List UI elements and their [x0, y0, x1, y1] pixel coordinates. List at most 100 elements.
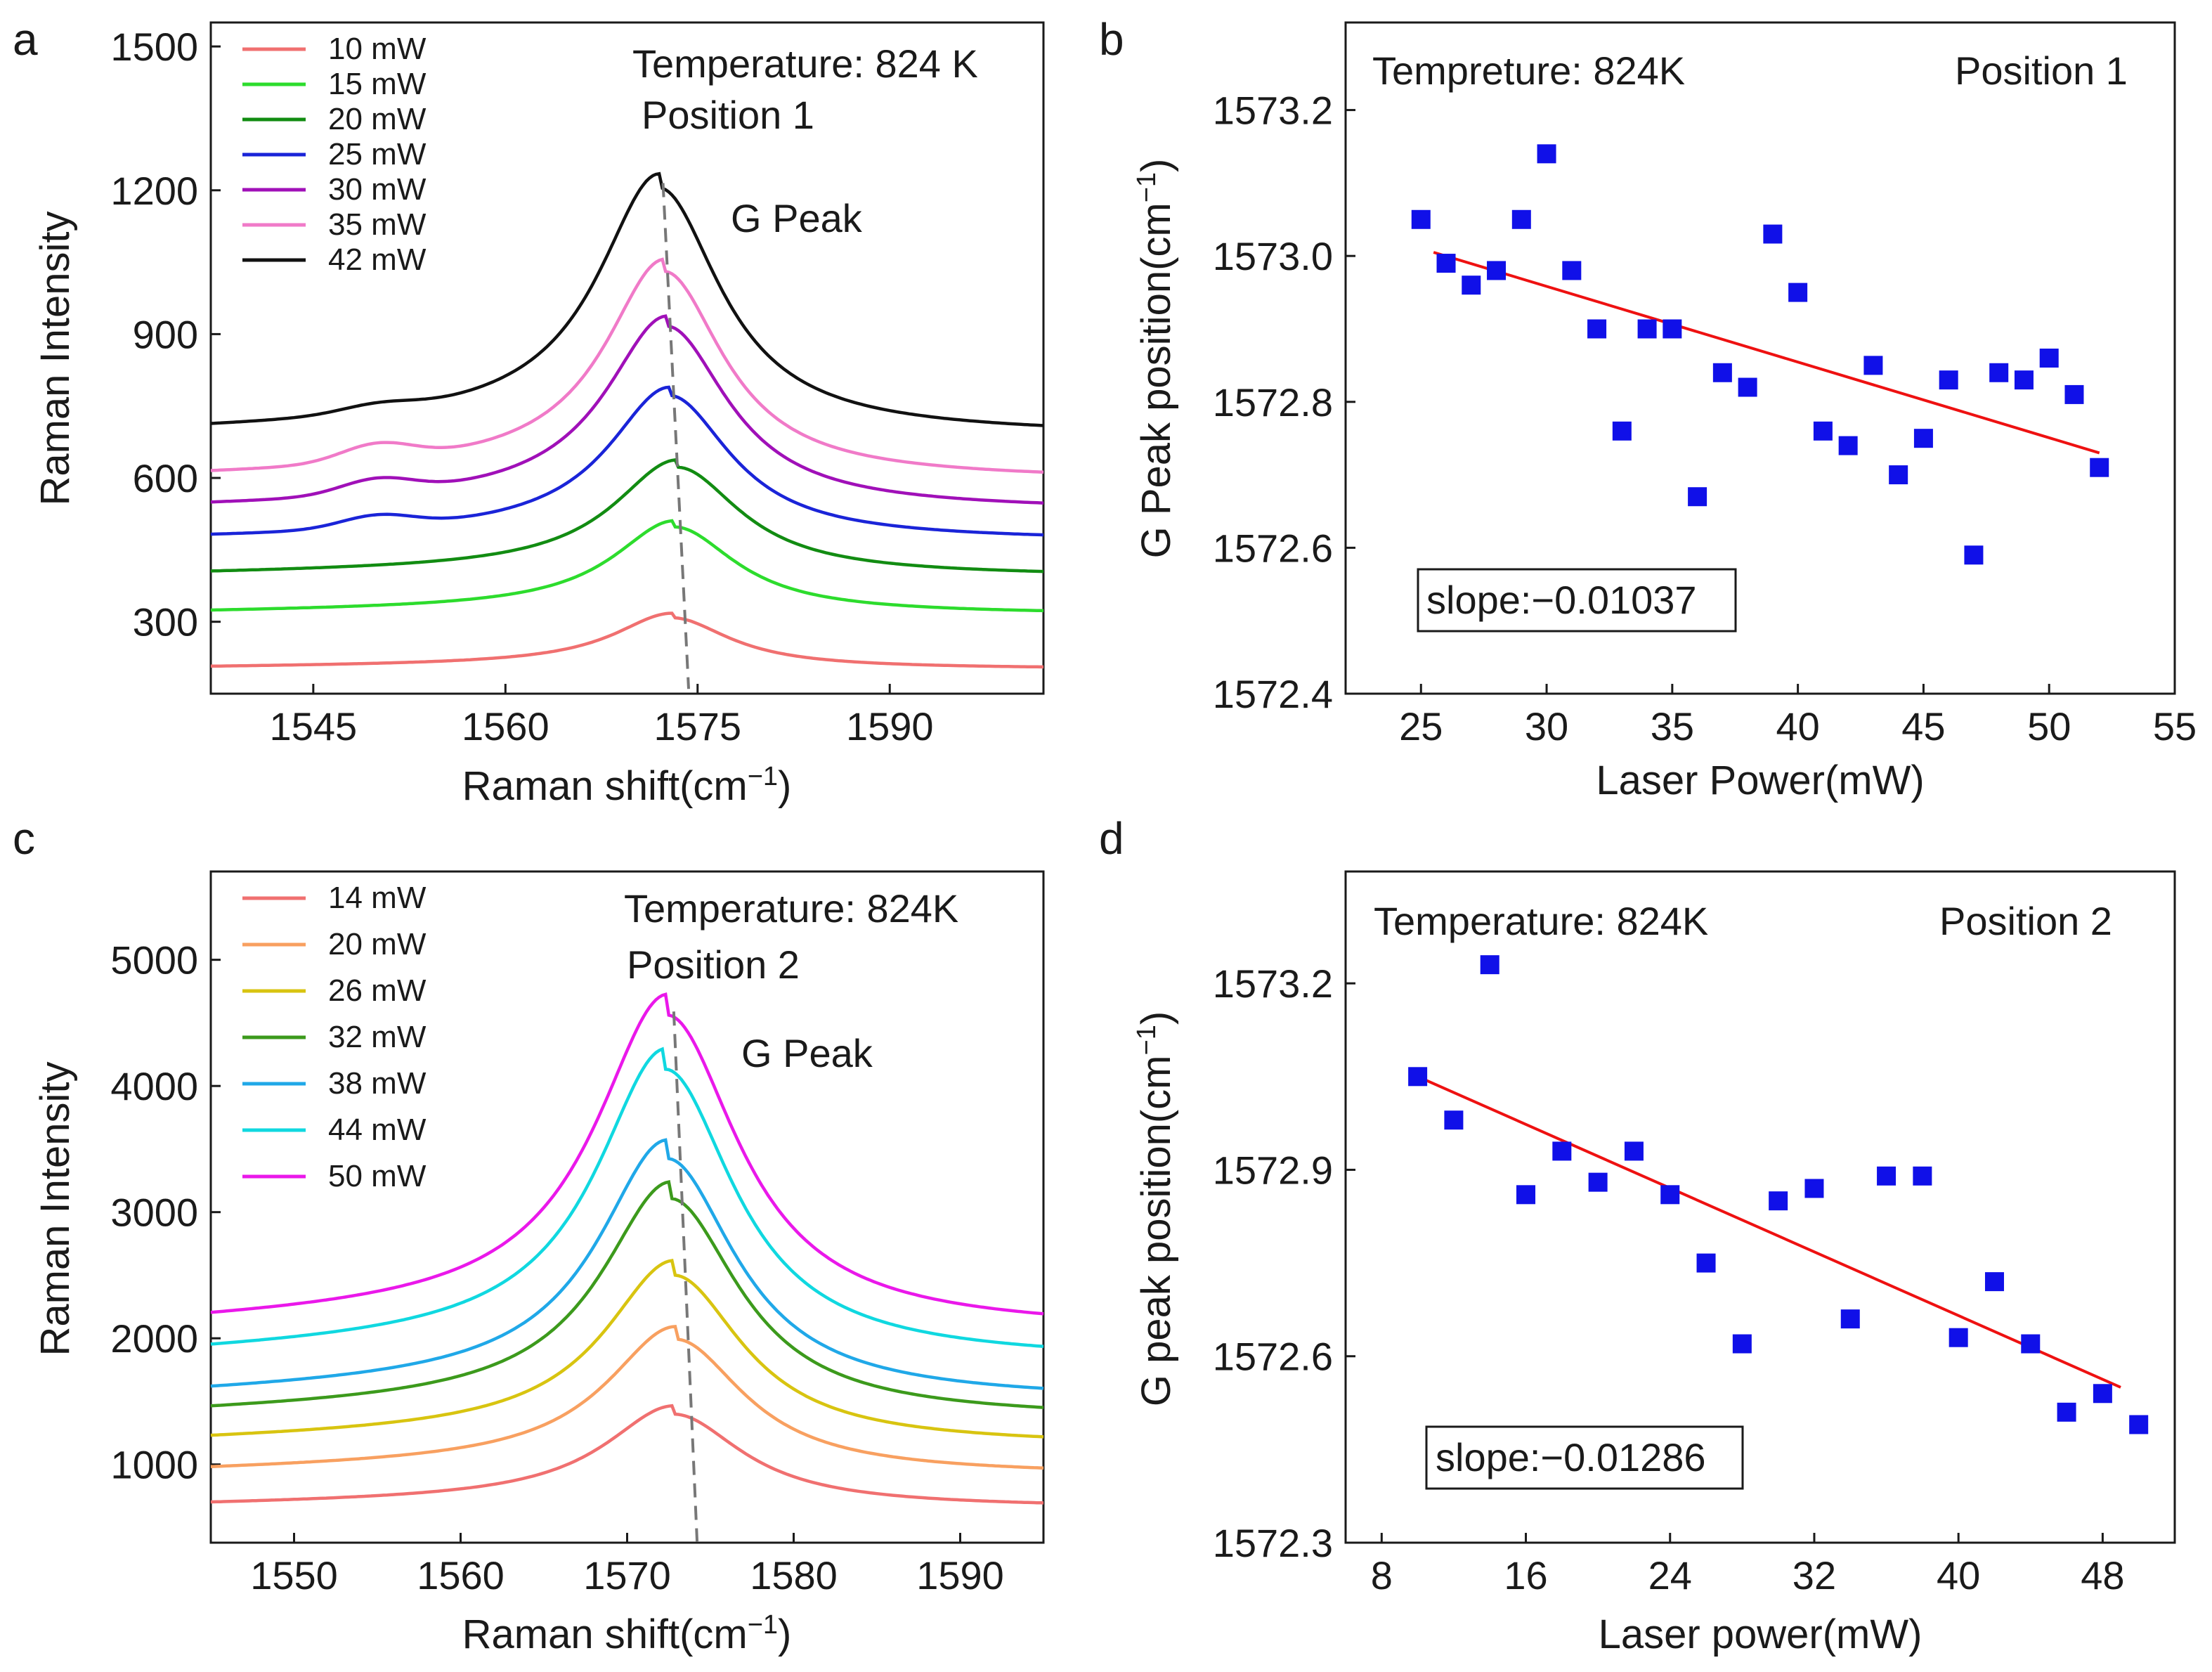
legend-entry: 42 mW	[328, 242, 427, 277]
data-point	[1637, 319, 1657, 339]
panel-label-c: c	[13, 813, 35, 864]
spectrum-line-25-mW	[210, 385, 1044, 537]
spectrum-line-32-mW	[210, 1179, 1044, 1409]
data-point	[1769, 1191, 1788, 1211]
x-tick-label: 8	[1371, 1553, 1393, 1598]
panel-d-slope-label: slope:−0.01286	[1436, 1435, 1706, 1479]
spectrum-line-20-mW	[210, 458, 1044, 573]
panel-c-x-axis-title: Raman shift(cm−1)	[462, 1610, 792, 1657]
data-point	[1712, 363, 1732, 382]
panel-c-raman-spectra-position-2: c 1550 1560 1570 1580 1590 1000 2000 3000 4000 50…	[13, 813, 1045, 1657]
y-tick-label: 1572.4	[1213, 672, 1333, 716]
x-tick-label: 1560	[462, 704, 549, 748]
panel-b-g-peak-vs-laser-power-position-1: b 25 30 35 40 45 50 55 1572.4 1572.6 1572.8 1573.0…	[1099, 14, 2197, 803]
spectrum-line-30-mW	[210, 314, 1044, 505]
y-tick-label: 1572.9	[1213, 1148, 1333, 1192]
data-point	[1688, 487, 1707, 507]
data-point	[1813, 421, 1833, 441]
panel-label-b: b	[1099, 14, 1124, 65]
x-tick-label: 16	[1504, 1553, 1547, 1598]
data-point	[1804, 1179, 1824, 1198]
data-point	[1624, 1141, 1644, 1161]
x-tick-label: 1590	[916, 1553, 1004, 1598]
x-tick-label: 45	[1901, 704, 1945, 748]
panel-d-x-axis-title: Laser power(mW)	[1599, 1612, 1923, 1657]
x-tick-label: 55	[2153, 704, 2197, 748]
panel-c-position-label: Position 2	[627, 942, 800, 987]
legend-entry: 35 mW	[328, 207, 427, 242]
legend-entry: 26 mW	[328, 973, 427, 1008]
legend-entry: 32 mW	[328, 1020, 427, 1054]
data-point	[2090, 458, 2109, 477]
data-point	[1788, 283, 1808, 302]
legend-entry: 25 mW	[328, 137, 427, 171]
data-point	[1663, 319, 1682, 339]
panel-b-plot-frame	[1344, 21, 2176, 695]
data-point	[2129, 1415, 2149, 1434]
panel-b-x-axis-title: Laser Power(mW)	[1596, 758, 1924, 803]
panel-a-x-axis-title: Raman shift(cm−1)	[462, 762, 792, 809]
data-point	[1763, 224, 1783, 244]
spectrum-line-44-mW	[210, 1046, 1044, 1349]
y-tick-label: 4000	[110, 1064, 198, 1108]
x-tick-label: 1570	[583, 1553, 671, 1598]
data-point	[1964, 545, 1984, 565]
panel-a-raman-spectra-position-1: a 1545 1560 1575 1590 300 600 900 1200 1500 10 m…	[13, 14, 1045, 809]
panel-d-y-axis-title: G peak position(cm−1)	[1132, 1011, 1179, 1406]
panel-d-position-label: Position 2	[1939, 899, 2112, 943]
data-point	[1738, 377, 1757, 397]
fit-line	[1417, 1075, 2121, 1389]
data-point	[1838, 436, 1858, 455]
x-tick-label: 30	[1525, 704, 1568, 748]
data-point	[1889, 465, 1908, 485]
legend-entry: 38 mW	[328, 1066, 427, 1101]
y-tick-label: 1573.2	[1213, 961, 1333, 1006]
y-tick-label: 300	[133, 600, 198, 644]
y-tick-label: 1573.0	[1213, 234, 1333, 278]
data-point	[1588, 1172, 1608, 1192]
legend-entry: 15 mW	[328, 67, 427, 101]
y-tick-label: 1572.3	[1213, 1521, 1333, 1565]
data-point	[1913, 1166, 1932, 1186]
panel-d-temperature-label: Temperature: 824K	[1374, 899, 1708, 943]
y-tick-label: 1200	[110, 169, 198, 213]
x-tick-label: 40	[1937, 1553, 1980, 1598]
x-tick-label: 25	[1399, 704, 1443, 748]
panel-b-position-label: Position 1	[1955, 48, 2128, 93]
panel-b-slope-box	[1417, 568, 1737, 633]
legend-entry: 20 mW	[328, 927, 427, 961]
legend-entry: 30 mW	[328, 172, 427, 207]
data-point	[1408, 1067, 1428, 1087]
panel-a-marks: 1545 1560 1575 1590 300 600 900 1200 1500	[110, 25, 1044, 748]
panel-label-d: d	[1099, 813, 1124, 864]
panel-c-g-peak-label: G Peak	[741, 1031, 873, 1075]
panel-c-marks: 1550 1560 1570 1580 1590 1000 2000 3000 4000 5000	[110, 938, 1044, 1598]
data-point	[1552, 1141, 1572, 1161]
y-tick-label: 600	[133, 456, 198, 500]
y-tick-label: 3000	[110, 1191, 198, 1235]
x-tick-label: 48	[2081, 1553, 2124, 1598]
panel-a-plot-frame	[209, 21, 1045, 695]
panel-a-g-peak-label: G Peak	[731, 196, 863, 240]
data-point	[1511, 209, 1531, 229]
fit-line	[1433, 251, 2100, 455]
spectrum-line-42-mW	[210, 171, 1044, 427]
data-point	[1516, 1185, 1536, 1205]
panel-d-marks: 8 16 24 32 40 48 1572.3 1572.6 1572.9 1573.2	[1213, 955, 2149, 1598]
legend-entry: 10 mW	[328, 32, 427, 66]
panel-b-slope-label: slope:−0.01037	[1426, 578, 1697, 622]
data-point	[2064, 384, 2084, 404]
data-point	[1913, 429, 1933, 448]
data-point	[1989, 363, 2009, 382]
panel-b-marks: 25 30 35 40 45 50 55 1572.4 1572.6 1572.8 1573.0 15…	[1213, 89, 2197, 748]
data-point	[1939, 370, 1958, 390]
panel-b-temperature-label: Tempreture: 824K	[1372, 48, 1685, 93]
legend-entry: 14 mW	[328, 881, 427, 915]
spectrum-line-35-mW	[210, 257, 1044, 474]
data-point	[1462, 276, 1481, 295]
x-tick-label: 40	[1776, 704, 1819, 748]
spectrum-line-10-mW	[211, 611, 1043, 669]
data-point	[1411, 209, 1431, 229]
data-point	[1562, 261, 1582, 280]
x-tick-label: 1560	[417, 1553, 505, 1598]
